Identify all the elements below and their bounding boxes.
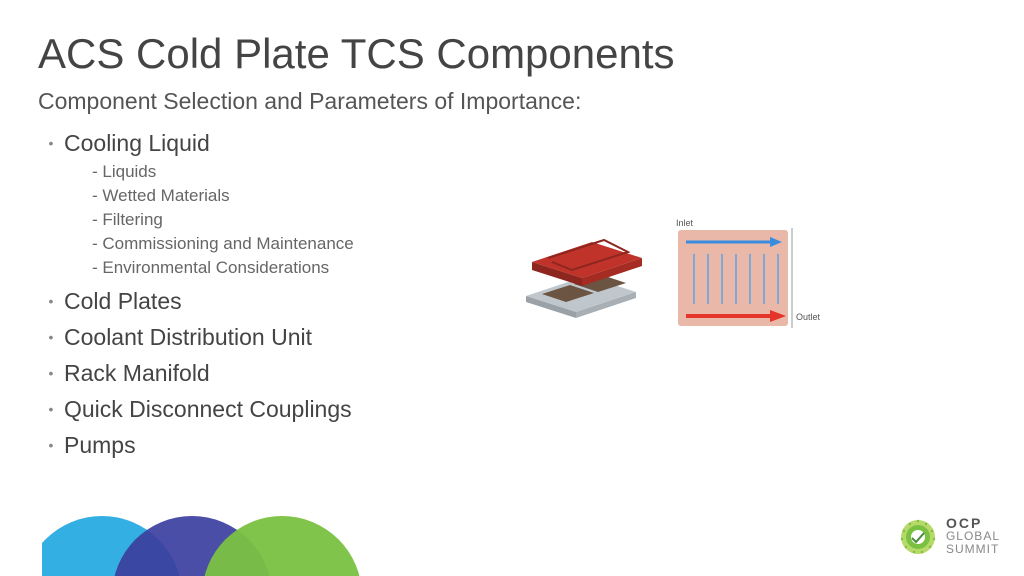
list-item: • Pumps <box>38 430 538 460</box>
sub-list-item: - Environmental Considerations <box>92 256 538 280</box>
ocp-badge-icon <box>900 519 936 555</box>
list-item-label: Cold Plates <box>64 286 182 316</box>
bullet-dot-icon: • <box>38 322 64 352</box>
flow-panel-icon: Inlet Outlet <box>676 218 821 328</box>
slide: ACS Cold Plate TCS Components Component … <box>0 0 1024 576</box>
list-item-label: Coolant Distribution Unit <box>64 322 312 352</box>
list-item-label: Pumps <box>64 430 136 460</box>
bullet-dot-icon: • <box>38 128 64 158</box>
slide-subtitle: Component Selection and Parameters of Im… <box>38 88 581 115</box>
list-item-label: Quick Disconnect Couplings <box>64 394 352 424</box>
decorative-circles-icon <box>42 476 362 576</box>
outlet-label: Outlet <box>796 312 821 322</box>
list-item: • Cooling Liquid <box>38 128 538 158</box>
diagram-svg: Inlet Outlet <box>508 218 828 338</box>
bullet-dot-icon: • <box>38 286 64 316</box>
bullet-dot-icon: • <box>38 358 64 388</box>
list-item-label: Cooling Liquid <box>64 128 210 158</box>
logo-line3: SUMMIT <box>946 543 1000 556</box>
list-item: • Quick Disconnect Couplings <box>38 394 538 424</box>
sub-list-item: - Filtering <box>92 208 538 232</box>
bullet-dot-icon: • <box>38 394 64 424</box>
sub-list: - Liquids - Wetted Materials - Filtering… <box>92 160 538 280</box>
sub-list-item: - Liquids <box>92 160 538 184</box>
sub-list-item: - Wetted Materials <box>92 184 538 208</box>
ocp-logo: OCP GLOBAL SUMMIT <box>900 517 1000 556</box>
list-item: • Coolant Distribution Unit <box>38 322 538 352</box>
list-item: • Cold Plates <box>38 286 538 316</box>
bullet-list: • Cooling Liquid - Liquids - Wetted Mate… <box>38 122 538 460</box>
sub-list-item: - Commissioning and Maintenance <box>92 232 538 256</box>
inlet-label: Inlet <box>676 218 694 228</box>
list-item: • Rack Manifold <box>38 358 538 388</box>
list-item-label: Rack Manifold <box>64 358 210 388</box>
cold-plate-diagram: Inlet Outlet <box>508 218 828 338</box>
cold-plate-iso-icon <box>526 240 642 318</box>
bullet-dot-icon: • <box>38 430 64 460</box>
logo-text: OCP GLOBAL SUMMIT <box>946 517 1000 556</box>
slide-title: ACS Cold Plate TCS Components <box>38 30 675 78</box>
